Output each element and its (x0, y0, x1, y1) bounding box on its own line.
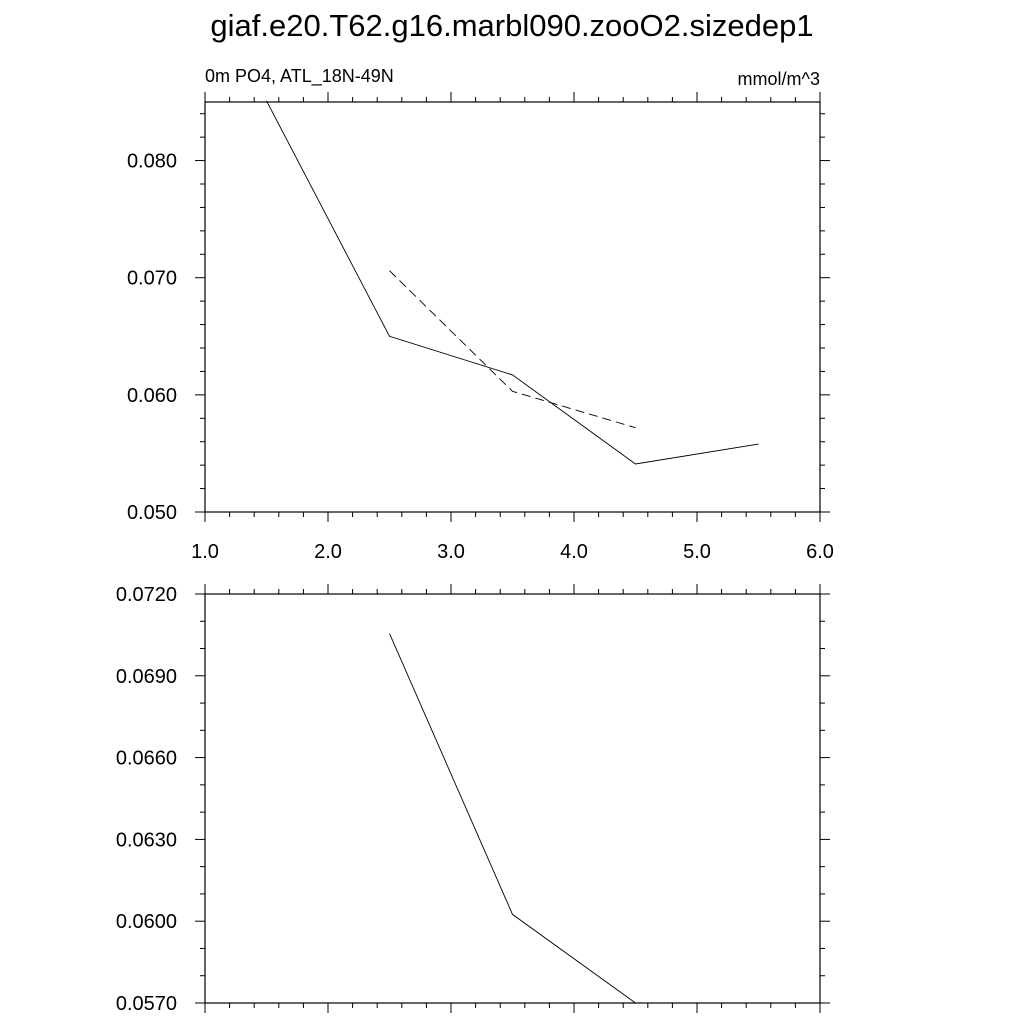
plot-frame-1 (204, 101, 821, 513)
plot-frame-2 (204, 593, 821, 1004)
y-tick-label: 0.050 (127, 502, 177, 524)
y-tick-label: 0.0660 (116, 748, 177, 770)
y-tick-label: 0.0570 (116, 993, 177, 1015)
series-line-2-1 (389, 633, 636, 1004)
series-line-1-1 (266, 100, 759, 465)
x-tick-label: 5.0 (683, 541, 711, 563)
x-tick-label: 3.0 (437, 541, 465, 563)
y-tick-label: 0.0690 (116, 666, 177, 688)
x-tick-label: 6.0 (806, 541, 834, 563)
chart-title: giaf.e20.T62.g16.marbl090.zooO2.sizedep1 (210, 8, 814, 43)
x-tick-label: 4.0 (560, 541, 588, 563)
y-tick-label: 0.060 (127, 385, 177, 407)
y-tick-label: 0.080 (127, 151, 177, 173)
units-label: mmol/m^3 (737, 69, 820, 89)
y-tick-label: 0.0600 (116, 911, 177, 933)
y-tick-label: 0.070 (127, 268, 177, 290)
x-tick-label: 1.0 (191, 541, 219, 563)
x-tick-label: 2.0 (314, 541, 342, 563)
y-tick-label: 0.0720 (116, 584, 177, 606)
y-tick-label: 0.0630 (116, 829, 177, 851)
variable-region-label: 0m PO4, ATL_18N-49N (205, 66, 394, 86)
series-line-1-2 (389, 270, 636, 429)
